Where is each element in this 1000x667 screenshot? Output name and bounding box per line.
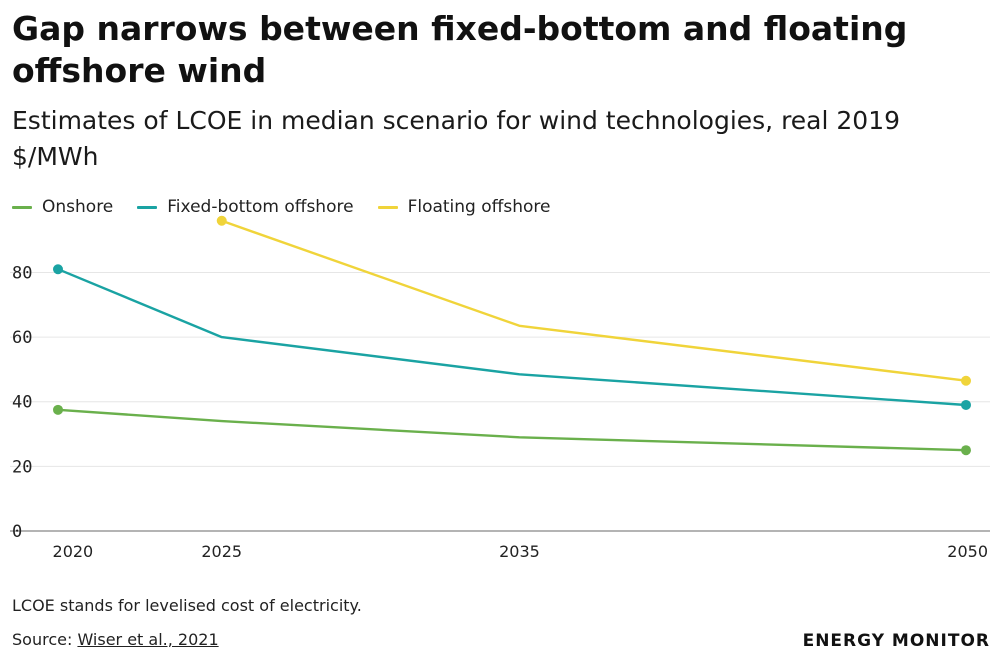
chart-legend: Onshore Fixed-bottom offshore Floating off… [12, 194, 574, 220]
source-link[interactable]: Wiser et al., 2021 [77, 630, 219, 649]
y-tick-label: 20 [12, 457, 32, 477]
chart-subtitle: Estimates of LCOE in median scenario for… [12, 106, 901, 171]
legend-label: Fixed-bottom offshore [167, 197, 354, 217]
brand-logo: ENERGY MONITOR [802, 631, 990, 651]
data-point [961, 375, 971, 386]
series-line-fixed-bottom-offshore [56, 268, 968, 407]
source-label: Source: [12, 630, 78, 649]
chart-title: Gap narrows between fixed-bottom and flo… [12, 9, 908, 90]
legend-swatch [137, 205, 158, 209]
series-line-floating-offshore [220, 219, 968, 382]
x-tick-label: 2020 [53, 542, 94, 561]
legend-label: Floating offshore [407, 197, 551, 217]
line-chart: 0 20 40 60 80 2020 2025 2035 2050 [10, 215, 990, 561]
data-point [216, 215, 227, 226]
data-point [53, 264, 63, 275]
data-point [961, 445, 971, 456]
x-tick-label: 2025 [201, 542, 242, 561]
y-tick-label: 80 [12, 263, 32, 283]
legend-item: Fixed-bottom offshore [137, 197, 354, 217]
y-tick-label: 40 [12, 393, 32, 413]
legend-swatch [377, 205, 398, 209]
y-tick-label: 0 [12, 522, 22, 542]
footnote: LCOE stands for levelised cost of electr… [12, 596, 362, 615]
data-point [53, 404, 63, 415]
y-tick-label: 60 [12, 328, 32, 348]
x-tick-label: 2050 [947, 542, 988, 561]
legend-item: Floating offshore [377, 197, 551, 217]
data-point [961, 399, 971, 410]
x-tick-label: 2035 [499, 542, 540, 561]
source-line: Source: Wiser et al., 2021 [12, 630, 219, 649]
legend-item: Onshore [12, 197, 113, 217]
legend-swatch [12, 205, 32, 209]
legend-label: Onshore [42, 197, 114, 217]
series-line-onshore [56, 408, 968, 452]
